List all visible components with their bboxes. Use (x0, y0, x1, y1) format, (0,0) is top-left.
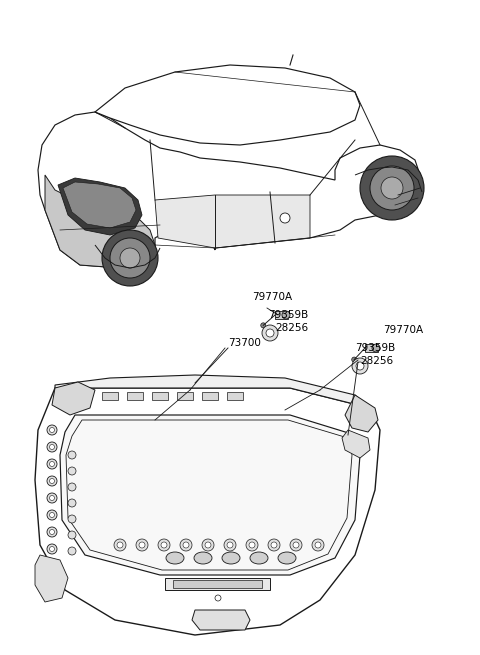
Circle shape (49, 479, 55, 483)
Text: 73700: 73700 (228, 338, 261, 348)
Circle shape (261, 323, 266, 328)
Circle shape (282, 311, 290, 319)
Circle shape (110, 238, 150, 278)
Ellipse shape (166, 552, 184, 564)
Circle shape (68, 499, 76, 507)
Polygon shape (202, 392, 218, 400)
Circle shape (47, 442, 57, 452)
Circle shape (47, 561, 57, 571)
Polygon shape (55, 375, 370, 408)
Polygon shape (102, 392, 118, 400)
Text: 79770A: 79770A (383, 325, 423, 335)
Circle shape (49, 546, 55, 552)
Circle shape (360, 156, 424, 220)
Circle shape (49, 428, 55, 432)
Circle shape (68, 467, 76, 475)
Polygon shape (173, 580, 262, 588)
Polygon shape (177, 392, 193, 400)
Circle shape (136, 539, 148, 551)
Circle shape (68, 483, 76, 491)
Circle shape (158, 539, 170, 551)
Circle shape (352, 357, 357, 362)
Polygon shape (165, 578, 270, 590)
Polygon shape (95, 65, 360, 145)
Circle shape (47, 425, 57, 435)
Circle shape (246, 539, 258, 551)
Circle shape (370, 166, 414, 210)
Circle shape (266, 329, 274, 337)
Polygon shape (60, 415, 360, 575)
Circle shape (271, 542, 277, 548)
Circle shape (183, 542, 189, 548)
Circle shape (293, 542, 299, 548)
Polygon shape (127, 392, 143, 400)
Polygon shape (58, 178, 142, 235)
Text: 28256: 28256 (360, 356, 393, 366)
Polygon shape (275, 311, 288, 319)
Circle shape (49, 563, 55, 569)
Circle shape (139, 542, 145, 548)
Polygon shape (35, 388, 380, 635)
Polygon shape (152, 392, 168, 400)
Circle shape (372, 344, 380, 352)
Polygon shape (63, 182, 136, 228)
Polygon shape (365, 344, 378, 352)
Circle shape (49, 529, 55, 534)
Circle shape (47, 510, 57, 520)
Circle shape (205, 542, 211, 548)
Circle shape (262, 325, 278, 341)
Circle shape (202, 539, 214, 551)
Ellipse shape (250, 552, 268, 564)
Circle shape (68, 451, 76, 459)
Circle shape (290, 539, 302, 551)
Circle shape (249, 542, 255, 548)
Ellipse shape (278, 552, 296, 564)
Circle shape (102, 230, 158, 286)
Circle shape (49, 445, 55, 449)
Circle shape (315, 542, 321, 548)
Circle shape (280, 213, 290, 223)
Circle shape (120, 248, 140, 268)
Circle shape (227, 542, 233, 548)
Circle shape (47, 527, 57, 537)
Text: 79359B: 79359B (268, 310, 308, 320)
Circle shape (180, 539, 192, 551)
Polygon shape (52, 382, 95, 415)
Polygon shape (227, 392, 243, 400)
Circle shape (161, 542, 167, 548)
Circle shape (352, 358, 368, 374)
Circle shape (215, 595, 221, 601)
Polygon shape (45, 175, 155, 268)
Circle shape (49, 495, 55, 500)
Circle shape (117, 542, 123, 548)
Polygon shape (192, 610, 250, 630)
Circle shape (49, 512, 55, 517)
Circle shape (68, 547, 76, 555)
Circle shape (312, 539, 324, 551)
Circle shape (381, 177, 403, 199)
Circle shape (47, 459, 57, 469)
Circle shape (49, 462, 55, 466)
Polygon shape (342, 430, 370, 458)
Text: 79359B: 79359B (355, 343, 395, 353)
Circle shape (224, 539, 236, 551)
Ellipse shape (222, 552, 240, 564)
Circle shape (356, 362, 364, 370)
Text: 28256: 28256 (275, 323, 308, 333)
Ellipse shape (194, 552, 212, 564)
Polygon shape (38, 112, 420, 268)
Polygon shape (35, 555, 68, 602)
Circle shape (268, 539, 280, 551)
Circle shape (114, 539, 126, 551)
Circle shape (68, 515, 76, 523)
Text: 79770A: 79770A (252, 292, 292, 302)
Circle shape (47, 493, 57, 503)
Polygon shape (155, 195, 310, 248)
Circle shape (47, 476, 57, 486)
Circle shape (47, 544, 57, 554)
Polygon shape (345, 395, 378, 432)
Circle shape (68, 531, 76, 539)
